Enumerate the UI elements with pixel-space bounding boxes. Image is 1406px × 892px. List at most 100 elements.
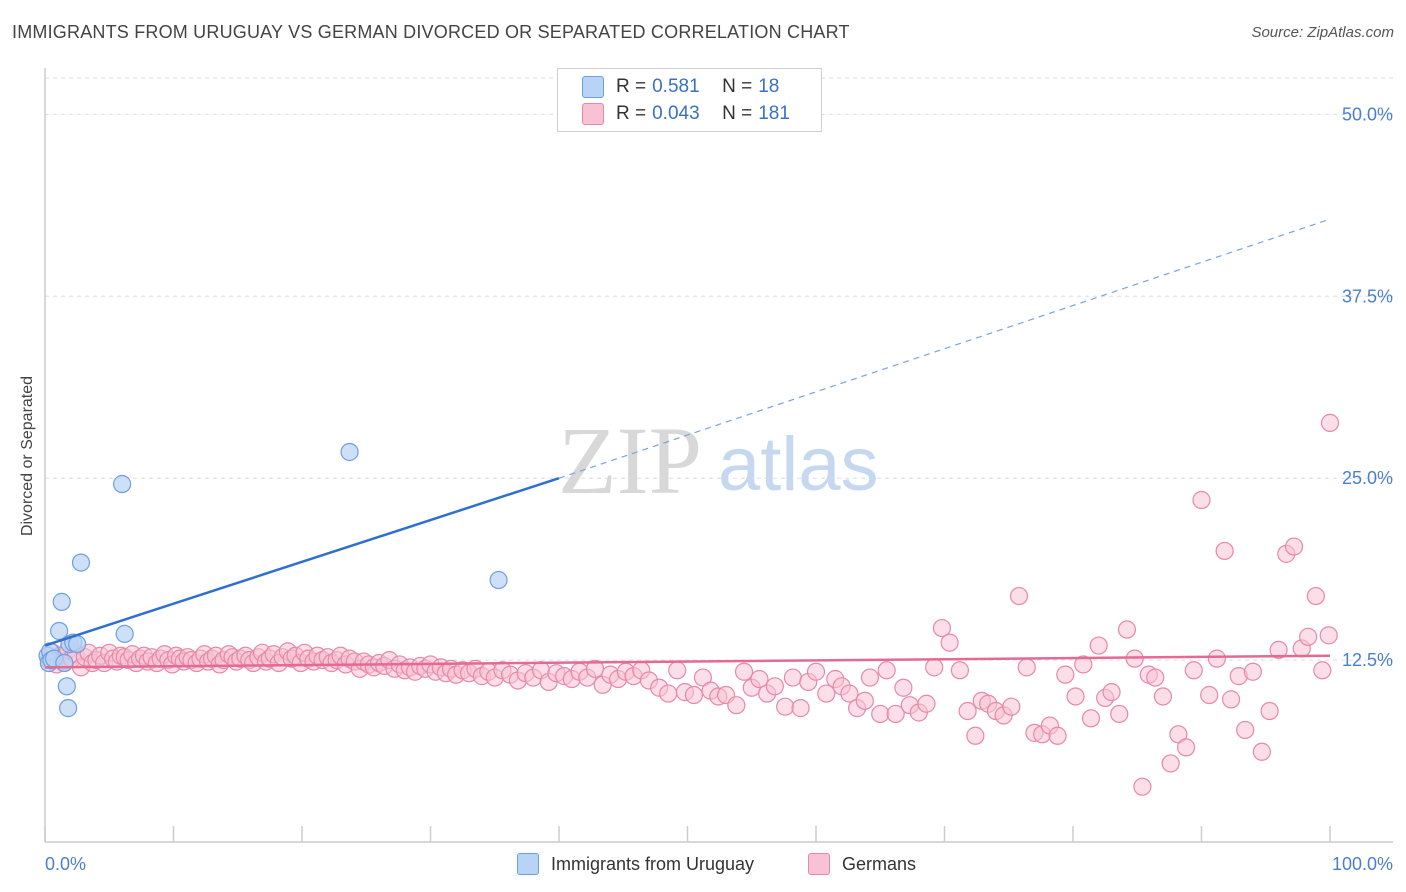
germans-point	[659, 684, 678, 703]
uruguay-point	[340, 442, 359, 462]
germans-point	[734, 662, 754, 681]
germans-point	[1017, 658, 1036, 677]
legend-n-label: N =	[722, 76, 753, 97]
germans-point	[817, 684, 836, 703]
uruguay-point	[50, 621, 69, 641]
germans-point	[806, 662, 826, 681]
legend-n-label: N =	[722, 103, 753, 124]
germans-point	[1009, 586, 1029, 606]
chart-source: Source: ZipAtlas.com	[1251, 24, 1394, 41]
uruguay-swatch	[582, 76, 604, 98]
germans-point	[1133, 777, 1152, 796]
germans-point	[783, 668, 802, 687]
germans-point	[1260, 701, 1279, 721]
legend-n-value: 18	[758, 76, 780, 97]
germans-point	[1252, 742, 1271, 761]
germans-point	[1221, 690, 1241, 709]
x-tick-label: 0.0%	[45, 854, 86, 874]
germans-point	[940, 633, 959, 652]
germans-point	[1066, 687, 1085, 706]
germans-swatch	[582, 103, 604, 125]
germans-point	[1146, 668, 1165, 687]
germans-point	[1192, 490, 1211, 510]
uruguay-point	[57, 677, 76, 696]
germans-point	[1089, 636, 1108, 655]
germans-point	[1284, 537, 1304, 556]
germans-legend-label: Germans	[842, 853, 917, 874]
tick-labels: 12.5% 25.0% 37.5% 50.0% 0.0% 100.0%	[45, 104, 1393, 874]
legend-row-germans: R = 0.043 N = 181	[582, 101, 790, 127]
y-tick-label: 37.5%	[1342, 286, 1393, 306]
germans-point	[776, 697, 795, 716]
germans-point	[727, 696, 746, 715]
germans-point	[1313, 661, 1332, 680]
uruguay-point	[71, 553, 91, 572]
germans-point	[1215, 541, 1234, 561]
germans-point	[1102, 683, 1121, 702]
chart-title: IMMIGRANTS FROM URUGUAY VS GERMAN DIVORC…	[12, 22, 850, 42]
germans-point	[1176, 738, 1196, 757]
uruguay-legend-label: Immigrants from Uruguay	[551, 853, 755, 874]
axes	[44, 68, 1393, 843]
legend-item-germans: Germans	[808, 852, 916, 876]
uruguay-trend-extension	[558, 218, 1331, 479]
germans-point	[1110, 704, 1129, 724]
germans-point	[860, 668, 880, 687]
correlation-legend: R = 0.581 N = 18 R = 0.043 N = 181	[557, 68, 822, 132]
uruguay-legend-swatch	[517, 853, 539, 875]
germans-point	[840, 684, 859, 703]
germans-point	[765, 677, 784, 696]
germans-point	[855, 691, 874, 710]
germans-point	[1002, 697, 1021, 716]
germans-legend-swatch	[808, 853, 830, 875]
legend-r-value: 0.581	[652, 76, 700, 97]
germans-point	[958, 701, 977, 721]
germans-point	[1161, 754, 1180, 773]
legend-r-label: R =	[616, 76, 647, 97]
germans-point	[1243, 662, 1263, 681]
germans-point	[1074, 655, 1093, 674]
germans-point	[750, 669, 769, 689]
watermark-zip: ZIP	[558, 407, 702, 514]
germans-point	[894, 678, 913, 697]
germans-point	[1319, 626, 1338, 645]
x-tick-label: 100.0%	[1332, 854, 1393, 874]
y-tick-label: 25.0%	[1342, 468, 1393, 488]
germans-point	[684, 685, 704, 705]
y-tick-label: 12.5%	[1342, 650, 1393, 670]
germans-point	[1320, 413, 1340, 432]
legend-item-uruguay: Immigrants from Uruguay	[517, 852, 754, 876]
germans-point	[917, 694, 936, 713]
uruguay-point	[59, 699, 78, 718]
germans-point	[1081, 709, 1101, 728]
grid-lines	[45, 77, 1393, 661]
legend-n-value: 181	[758, 103, 790, 124]
trend-lines	[44, 218, 1331, 669]
germans-point	[791, 699, 810, 718]
germans-point	[1184, 661, 1203, 680]
uruguay-trend-line	[44, 477, 560, 647]
germans-point	[950, 661, 970, 680]
germans-point	[1236, 720, 1255, 740]
uruguay-point	[55, 653, 74, 673]
germans-point	[1153, 687, 1173, 706]
watermark-atlas: atlas	[718, 422, 879, 507]
y-tick-label: 50.0%	[1342, 104, 1393, 124]
germans-point	[1056, 665, 1075, 684]
germans-point	[966, 726, 985, 745]
germans-point	[871, 704, 890, 724]
germans-point	[1207, 649, 1227, 668]
germans-point	[925, 658, 944, 677]
watermark: ZIP atlas	[558, 407, 879, 514]
uruguay-point	[112, 474, 132, 494]
germans-point	[886, 704, 905, 724]
germans-point	[1269, 640, 1288, 660]
uruguay-point	[52, 592, 71, 611]
germans-point	[1048, 726, 1067, 745]
uruguay-point	[489, 570, 508, 590]
legend-r-label: R =	[616, 103, 647, 124]
uruguay-point	[115, 624, 134, 644]
germans-point	[1306, 586, 1325, 606]
legend-r-value: 0.043	[652, 103, 700, 124]
